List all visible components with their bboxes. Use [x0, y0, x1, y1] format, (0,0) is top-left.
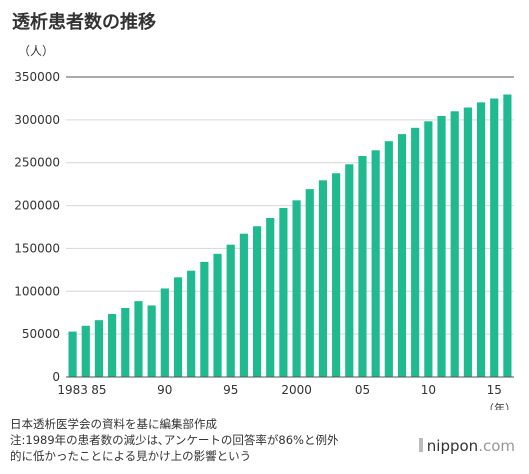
bar-1983 — [68, 331, 77, 377]
bar-2016 — [503, 94, 512, 377]
bar-1997 — [252, 226, 262, 377]
bar-2003 — [332, 173, 341, 377]
bar-2012 — [450, 111, 459, 378]
bar-1996 — [239, 233, 248, 377]
bar-1998 — [266, 218, 275, 377]
bar-2009 — [411, 127, 420, 377]
bar-1988 — [134, 301, 143, 377]
bar-2007 — [384, 141, 393, 377]
bar-2006 — [371, 150, 380, 377]
source-note: 日本透析医学会の資料を基に編集部作成 — [10, 417, 217, 431]
bar-2002 — [318, 180, 328, 377]
brand-logo: nippon.com — [418, 437, 515, 455]
x-tick-label: 15 — [487, 383, 502, 397]
x-tick-label: 95 — [223, 383, 238, 397]
x-tick-label: 10 — [421, 383, 436, 397]
y-tick-label: 0 — [52, 370, 60, 384]
x-tick-label: 90 — [157, 383, 172, 397]
bars — [68, 94, 512, 378]
bar-1990 — [160, 288, 169, 377]
bar-2000 — [292, 200, 301, 377]
x-axis-label: （年） — [483, 401, 516, 410]
y-tick-label: 200000 — [14, 199, 60, 213]
logo-mark-icon — [418, 438, 423, 452]
y-tick-label: 50000 — [22, 327, 60, 341]
y-axis-label: （人） — [18, 44, 54, 58]
x-tick-label: 05 — [355, 383, 370, 397]
bar-2014 — [476, 102, 486, 377]
bar-1986 — [108, 314, 117, 377]
gridlines — [66, 76, 514, 335]
bar-2011 — [437, 115, 446, 378]
bar-2015 — [490, 98, 499, 377]
bar-1985 — [94, 320, 104, 377]
bar-1984 — [81, 325, 90, 377]
bar-1992 — [187, 270, 196, 377]
bar-1995 — [226, 244, 235, 377]
bar-2004 — [345, 164, 354, 377]
y-tick-label: 300000 — [14, 113, 60, 127]
chart-notes: 日本透析医学会の資料を基に編集部作成 注:1989年の患者数の減少は､アンケート… — [10, 416, 339, 464]
bar-2001 — [305, 189, 314, 377]
y-tick-label: 100000 — [14, 284, 60, 298]
brand-suffix: .com — [478, 437, 515, 455]
x-tick-label: 2000 — [281, 383, 312, 397]
bar-chart: 0 50000 100000 150000 200000 250000 300000 3500… — [14, 44, 516, 410]
x-tick-label: 85 — [91, 383, 106, 397]
bar-2010 — [424, 121, 433, 377]
bar-1993 — [200, 261, 209, 377]
y-tick-label: 350000 — [14, 70, 60, 84]
bar-2013 — [463, 107, 472, 377]
bar-2005 — [358, 156, 367, 377]
axes: 0 50000 100000 150000 200000 250000 300000 3500… — [14, 70, 514, 397]
footnote-line-1: 注:1989年の患者数の減少は､アンケートの回答率が86%と例外 — [10, 433, 339, 447]
brand-name: nippon — [426, 437, 479, 455]
x-tick-label: 1983 — [57, 383, 88, 397]
y-tick-label: 250000 — [14, 156, 60, 170]
bar-1991 — [173, 277, 183, 377]
bar-1989 — [147, 305, 156, 377]
y-tick-label: 150000 — [14, 241, 60, 255]
bar-1994 — [213, 253, 222, 377]
footnote-line-2: 的に低かったことによる見かけ上の影響という — [10, 449, 252, 463]
bar-1987 — [121, 308, 130, 377]
chart-title: 透析患者数の推移 — [12, 12, 156, 33]
bar-1999 — [279, 207, 288, 377]
bar-2008 — [397, 134, 407, 377]
